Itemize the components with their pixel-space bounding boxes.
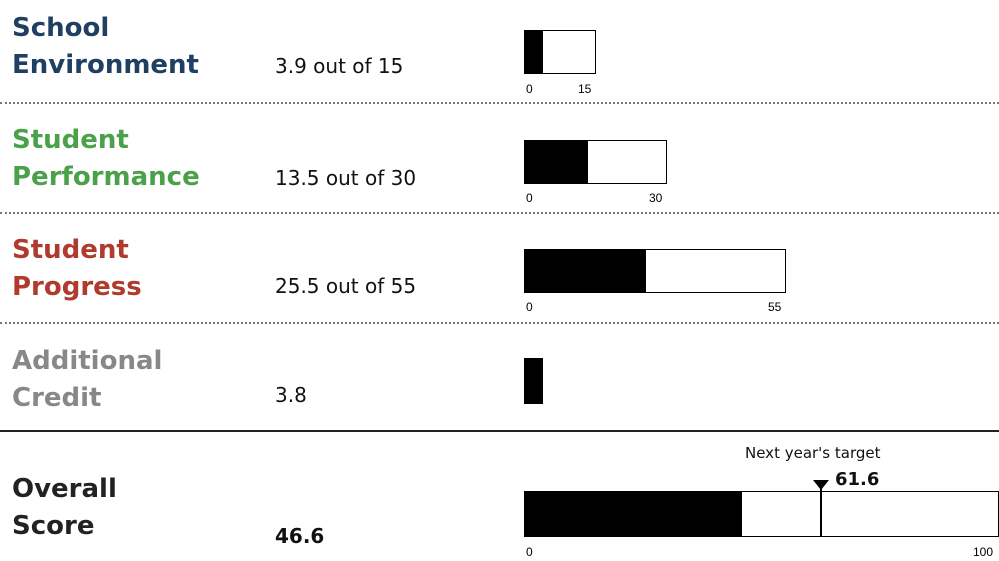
score-bar-fill [525,250,646,292]
category-label: Overall Score [12,471,117,545]
category-label-line2: Progress [12,272,142,302]
score-text: 3.9 out of 15 [275,54,404,78]
category-label: Student Progress [12,232,142,306]
category-label-line1: Student [12,125,129,155]
category-label: Additional Credit [12,343,162,417]
score-text: 25.5 out of 55 [275,274,417,298]
score-bar-track [524,30,596,74]
category-label-line2: Score [12,511,95,541]
target-caption: Next year's target [745,444,881,462]
row-divider [0,102,999,104]
axis-max-label: 55 [768,300,782,314]
score-bar-fill [525,31,543,73]
additional-credit-bar [524,358,543,404]
category-label-line2: Credit [12,383,102,413]
axis-min-label: 0 [526,82,533,96]
score-bar-track [524,140,667,184]
category-label: Student Performance [12,122,200,196]
overall-score-value: 46.6 [275,524,325,548]
category-label-line1: Student [12,235,129,265]
score-bar-track [524,249,786,293]
axis-max-label: 15 [578,82,592,96]
score-text: 13.5 out of 30 [275,166,417,190]
category-label-line2: Environment [12,50,199,80]
score-text: 3.8 [275,383,307,407]
target-line [820,480,822,537]
score-bar-fill [525,141,588,183]
category-label-line2: Performance [12,162,200,192]
axis-max-label: 100 [973,545,994,559]
axis-max-label: 30 [649,191,663,205]
row-divider [0,212,999,214]
target-value: 61.6 [835,469,880,490]
axis-min-label: 0 [526,300,533,314]
axis-min-label: 0 [526,191,533,205]
overall-divider [0,430,999,432]
overall-bar-track [524,491,999,537]
category-label-line1: Additional [12,346,163,376]
row-divider [0,322,999,324]
axis-min-label: 0 [526,545,533,559]
category-label-line1: School [12,13,110,43]
category-label: School Environment [12,10,199,84]
category-label-line1: Overall [12,474,117,504]
overall-bar-fill [525,492,742,536]
